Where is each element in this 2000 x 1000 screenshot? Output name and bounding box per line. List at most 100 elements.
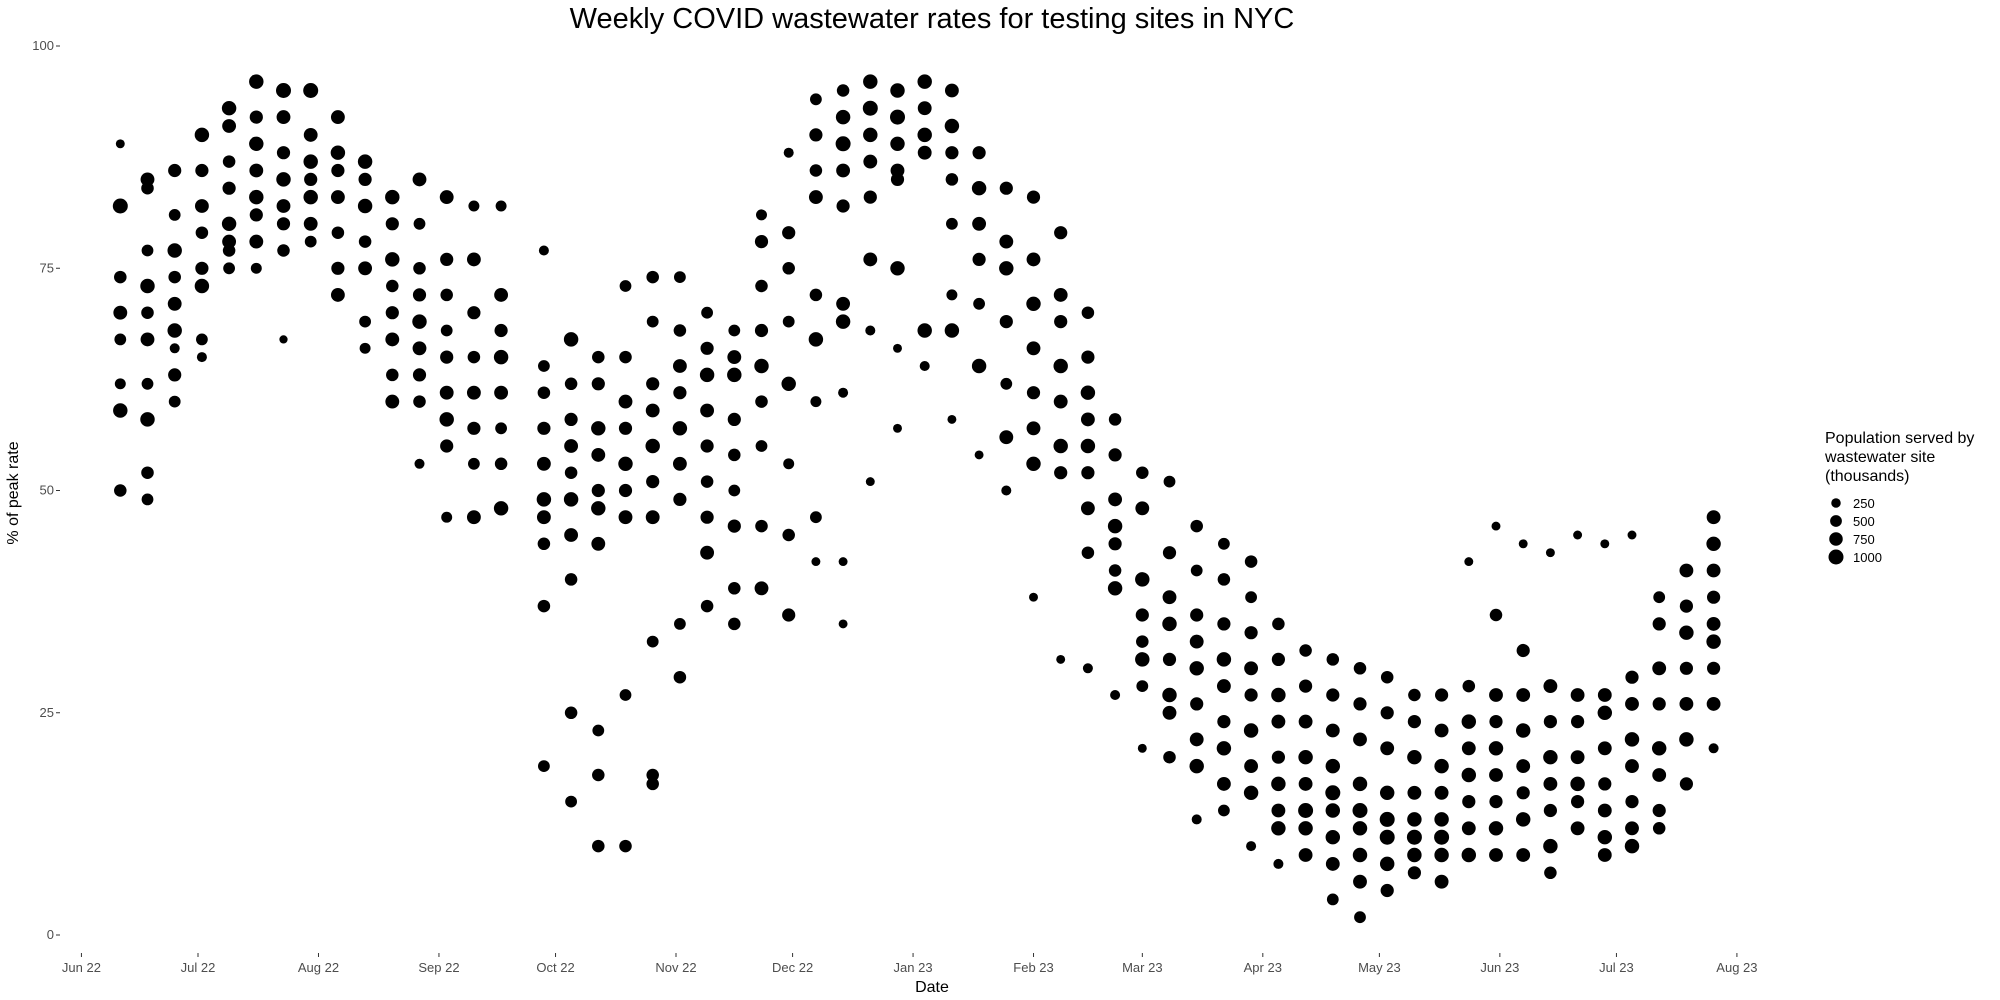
- data-point: [1080, 385, 1096, 400]
- data-point: [917, 127, 932, 143]
- data-point: [728, 324, 741, 337]
- data-point: [1518, 539, 1528, 549]
- data-point: [1489, 795, 1503, 809]
- data-point: [413, 395, 426, 408]
- data-point: [945, 173, 959, 186]
- data-point: [754, 323, 769, 338]
- data-point: [1137, 743, 1147, 753]
- data-point: [1570, 750, 1585, 765]
- y-tick-label: 25: [40, 705, 54, 720]
- data-point: [836, 163, 851, 178]
- data-point: [249, 136, 264, 152]
- data-point: [168, 368, 182, 382]
- data-point: [1489, 608, 1503, 622]
- data-point: [782, 528, 795, 542]
- data-point: [1080, 438, 1096, 454]
- data-point: [1544, 866, 1557, 880]
- data-point: [1543, 776, 1558, 791]
- data-point: [1244, 661, 1259, 676]
- legend-key-label: 750: [1853, 532, 1875, 547]
- data-point: [1461, 767, 1477, 783]
- data-point: [1624, 732, 1640, 747]
- data-point: [279, 335, 288, 344]
- x-tick-label: Nov 22: [655, 960, 696, 975]
- data-point: [359, 342, 371, 354]
- data-point: [1000, 377, 1013, 390]
- data-point: [755, 279, 768, 293]
- data-point: [1651, 741, 1667, 756]
- data-point: [836, 199, 850, 213]
- legend-key-circle: [1830, 515, 1842, 527]
- data-point: [1624, 838, 1640, 854]
- data-point: [645, 403, 660, 418]
- data-point: [727, 350, 742, 365]
- data-point: [1408, 688, 1421, 702]
- data-point: [1216, 679, 1231, 694]
- data-point: [646, 768, 659, 782]
- data-point: [564, 706, 578, 720]
- data-point: [1380, 883, 1394, 898]
- legend-key-circle: [1831, 498, 1841, 508]
- data-point: [1001, 485, 1012, 496]
- data-point: [1543, 679, 1558, 694]
- data-point: [468, 457, 480, 470]
- data-point: [1543, 749, 1558, 765]
- data-point: [862, 100, 878, 116]
- data-point: [1379, 785, 1395, 801]
- data-point: [1570, 821, 1585, 836]
- data-point: [277, 244, 290, 257]
- data-point: [1407, 715, 1421, 729]
- data-point: [1272, 617, 1285, 631]
- data-point: [1707, 590, 1721, 604]
- data-point: [1406, 829, 1422, 845]
- data-point: [673, 324, 687, 337]
- data-point: [1461, 714, 1477, 729]
- data-point: [1299, 679, 1313, 693]
- data-point: [113, 305, 128, 320]
- data-point: [809, 288, 823, 302]
- legend-title-line-3: (thousands): [1825, 468, 1910, 485]
- data-point: [385, 189, 400, 205]
- data-point: [728, 582, 741, 595]
- data-point: [467, 306, 481, 320]
- data-point: [917, 323, 932, 338]
- data-point: [1461, 847, 1477, 863]
- data-point: [1353, 732, 1367, 747]
- data-point: [838, 557, 848, 567]
- data-point: [1190, 697, 1204, 711]
- data-point: [972, 252, 986, 266]
- data-point: [1108, 537, 1122, 551]
- data-point: [1489, 848, 1503, 862]
- data-point: [468, 200, 480, 212]
- data-point: [863, 252, 878, 267]
- data-point: [222, 181, 236, 195]
- data-point: [1652, 768, 1667, 782]
- data-point: [564, 377, 578, 391]
- data-point: [1570, 688, 1585, 702]
- data-point: [1271, 652, 1285, 667]
- data-point: [249, 110, 263, 124]
- data-point: [674, 271, 686, 283]
- data-point: [1271, 776, 1286, 792]
- data-point: [1325, 856, 1340, 871]
- data-point: [1434, 758, 1449, 774]
- data-point: [1162, 616, 1177, 632]
- data-point: [646, 475, 660, 489]
- data-point: [999, 234, 1014, 249]
- data-point: [1190, 564, 1203, 577]
- data-point: [1461, 741, 1476, 756]
- data-point: [971, 358, 987, 374]
- data-point: [591, 501, 606, 516]
- data-point: [1216, 776, 1231, 791]
- data-point: [1679, 599, 1693, 613]
- data-point: [466, 385, 481, 400]
- data-point: [646, 315, 659, 328]
- data-point: [304, 235, 317, 248]
- data-point: [646, 377, 660, 391]
- data-point: [618, 456, 633, 472]
- x-tick-label: Jul 23: [1599, 960, 1634, 975]
- data-point: [727, 412, 741, 426]
- data-point: [591, 483, 605, 498]
- data-point: [141, 244, 154, 257]
- data-point: [1029, 592, 1038, 602]
